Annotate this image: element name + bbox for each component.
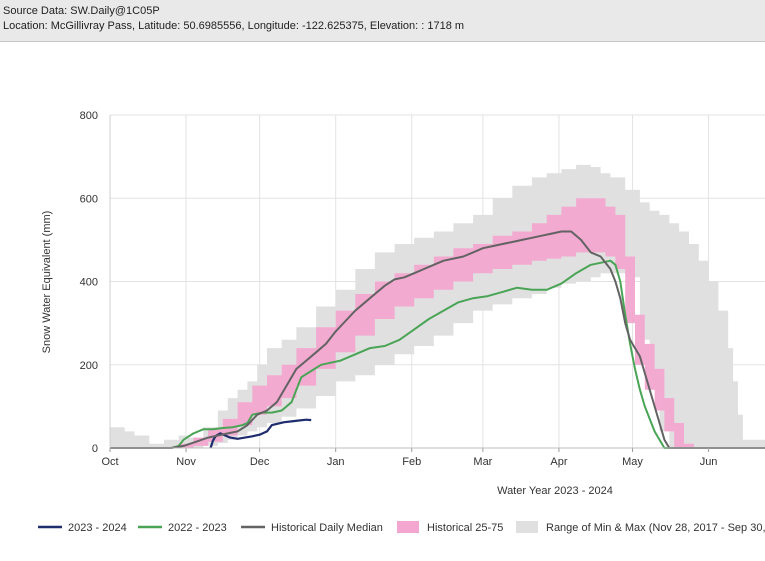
x-axis-label: Water Year 2023 - 2024 bbox=[497, 485, 613, 497]
snow-water-equivalent-chart: 0 200 400 600 800 Oct Nov Dec Jan Feb Mar Apr May Jun… bbox=[38, 110, 765, 534]
y-tick-label: 600 bbox=[80, 193, 98, 205]
axis-layer: 0 200 400 600 800 Oct Nov Dec Jan Feb Mar Apr May Jun bbox=[80, 110, 765, 468]
x-tick-label: Oct bbox=[101, 456, 118, 468]
legend-label: Historical Daily Median bbox=[271, 522, 383, 534]
series-2022-2023-line bbox=[110, 259, 765, 449]
x-tick-label: Nov bbox=[176, 456, 196, 468]
legend-label: 2023 - 2024 bbox=[68, 522, 127, 534]
x-tick-label: Apr bbox=[550, 456, 567, 468]
source-info-bar: Source Data: SW.Daily@1C05P Location: Mc… bbox=[0, 0, 765, 42]
x-tick-label: Jan bbox=[327, 456, 345, 468]
y-tick-label: 0 bbox=[92, 443, 98, 455]
legend-label: Range of Min & Max (Nov 28, 2017 - Sep 3… bbox=[546, 522, 765, 534]
line-layer bbox=[110, 230, 765, 449]
legend-swatch-box bbox=[397, 521, 419, 533]
source-data-line: Source Data: SW.Daily@1C05P bbox=[3, 5, 160, 17]
y-tick-label: 400 bbox=[80, 277, 98, 289]
x-tick-label: Dec bbox=[250, 456, 270, 468]
percentile-25-75-band bbox=[178, 198, 694, 448]
legend-swatch-box bbox=[516, 521, 538, 533]
x-tick-label: May bbox=[622, 456, 643, 468]
y-axis-label: Snow Water Equivalent (mm) bbox=[41, 211, 53, 354]
y-tick-label: 200 bbox=[80, 360, 98, 372]
x-tick-label: Feb bbox=[402, 456, 421, 468]
historical-median-line bbox=[110, 230, 765, 449]
x-tick-label: Jun bbox=[700, 456, 718, 468]
snow-chart-container: 0 200 400 600 800 Oct Nov Dec Jan Feb Mar Apr May Jun… bbox=[0, 57, 765, 556]
legend-label: Historical 25-75 bbox=[427, 522, 503, 534]
y-tick-label: 800 bbox=[80, 110, 98, 122]
band-layer bbox=[110, 164, 765, 448]
legend-label: 2022 - 2023 bbox=[168, 522, 227, 534]
location-line: Location: McGillivray Pass, Latitude: 50… bbox=[3, 20, 465, 32]
x-tick-label: Mar bbox=[473, 456, 492, 468]
legend: 2023 - 2024 2022 - 2023 Historical Daily M… bbox=[38, 521, 765, 534]
